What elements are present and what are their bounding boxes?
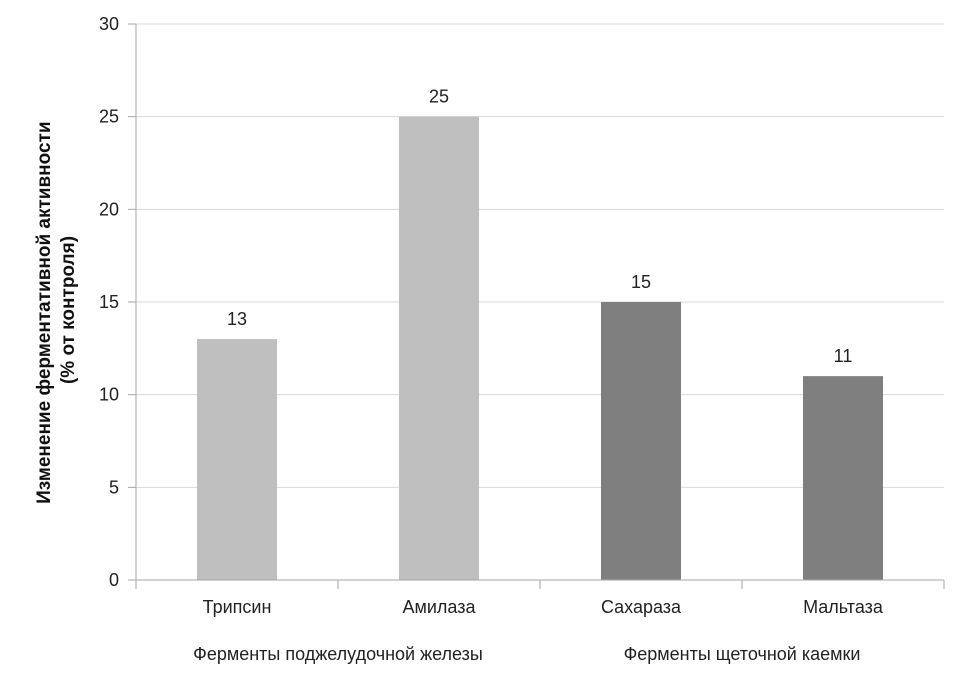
y-tick-label: 15 — [99, 292, 119, 312]
bar — [803, 376, 883, 580]
data-label: 13 — [227, 309, 247, 329]
y-axis-label-line-1: Изменение ферментативной активности — [34, 121, 55, 503]
bar — [399, 116, 479, 581]
data-label: 15 — [631, 272, 651, 292]
x-tick-label: Мальтаза — [803, 597, 884, 617]
y-tick-label: 30 — [99, 14, 119, 34]
y-axis-label: Изменение ферментативной активности (% о… — [34, 116, 79, 504]
group-label: Ферменты поджелудочной железы — [193, 644, 483, 664]
axes — [128, 23, 945, 589]
bars — [197, 116, 883, 581]
data-label: 25 — [429, 87, 449, 107]
bar — [601, 302, 681, 580]
y-tick-label: 20 — [99, 199, 119, 219]
y-tick-label: 0 — [109, 570, 119, 590]
y-tick-label: 5 — [109, 477, 119, 497]
x-tick-label: Амилаза — [402, 597, 476, 617]
data-label: 11 — [834, 346, 853, 366]
labels: 0 5 10 15 20 25 30 13 Трипсин 25 Амилаза 15 Сахараза… — [99, 14, 884, 664]
x-tick-label: Трипсин — [203, 597, 272, 617]
bar — [197, 339, 277, 580]
y-axis-label-line-2: (% от контроля) — [58, 236, 79, 384]
y-tick-label: 25 — [99, 107, 119, 127]
group-label: Ферменты щеточной каемки — [624, 644, 861, 664]
y-tick-label: 10 — [99, 385, 119, 405]
x-tick-label: Сахараза — [601, 597, 682, 617]
